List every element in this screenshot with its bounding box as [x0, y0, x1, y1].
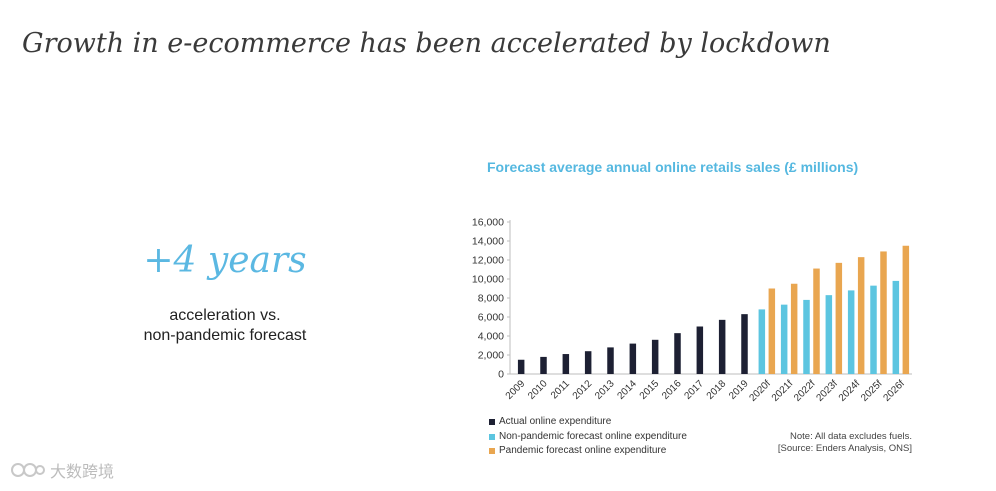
bar-actual	[562, 354, 570, 374]
bar-pandemic	[768, 288, 776, 374]
x-tick-label: 2016	[660, 378, 684, 402]
bar-actual	[517, 359, 525, 374]
bar-actual	[540, 356, 547, 374]
bar-pandemic	[902, 245, 910, 374]
bar-actual	[674, 333, 681, 374]
legend-swatch-non-pandemic	[489, 433, 495, 440]
bar-actual	[651, 339, 659, 374]
legend-item-actual: Actual online expenditure	[489, 415, 687, 430]
chart-note: Note: All data excludes fuels. [Source: …	[778, 431, 912, 455]
bar-non-pandemic	[758, 309, 766, 374]
x-tick-label: 2021f	[770, 378, 796, 404]
bar-non-pandemic	[825, 295, 833, 374]
bar-pandemic	[835, 262, 843, 374]
legend-label-non-pandemic: Non-pandemic forecast online expenditure	[499, 430, 687, 442]
bar-non-pandemic	[847, 290, 855, 374]
sales-bar-chart: 0 2,000 4,000 6,000 8,000 10,000 12,000 14,000 1…	[472, 217, 912, 404]
x-tick-label: 2025f	[859, 378, 885, 404]
chart-legend: Actual online expenditure Non-pandemic f…	[489, 415, 687, 459]
legend-label-actual: Actual online expenditure	[499, 416, 612, 427]
y-tick-label: 14,000	[472, 236, 504, 248]
legend-swatch-actual	[489, 419, 495, 426]
watermark-text: 大数跨境	[50, 464, 115, 481]
x-tick-label: 2023f	[814, 378, 840, 404]
x-tick-label: 2010	[526, 378, 550, 402]
legend-label-pandemic: Pandemic forecast online expenditure	[499, 445, 667, 456]
bar-pandemic	[790, 283, 798, 374]
legend-item-non-pandemic: Non-pandemic forecast online expenditure	[489, 430, 687, 445]
bar-actual	[629, 343, 637, 374]
y-tick-label: 0	[498, 369, 504, 381]
y-tick-label: 6,000	[478, 312, 504, 324]
x-tick-label: 2012	[571, 378, 595, 402]
bar-pandemic	[857, 257, 865, 374]
stat-caption: acceleration vs. non-pandemic forecast	[40, 306, 410, 346]
bar-actual	[696, 326, 704, 374]
y-tick-label: 2,000	[478, 350, 504, 362]
bar-non-pandemic	[780, 304, 788, 374]
bar-non-pandemic	[870, 285, 877, 374]
y-tick-label: 4,000	[478, 331, 504, 343]
bar-actual	[584, 351, 592, 374]
y-tick-label: 10,000	[472, 274, 504, 286]
chart-title: Forecast average annual online retails s…	[487, 159, 859, 175]
bar-actual	[607, 347, 614, 374]
x-tick-label: 2024f	[837, 378, 863, 404]
bar-non-pandemic	[803, 299, 810, 374]
legend-item-pandemic: Pandemic forecast online expenditure	[489, 444, 687, 459]
stat-caption-line-2: non-pandemic forecast	[143, 327, 307, 344]
x-tick-label: 2019	[727, 378, 751, 402]
legend-swatch-pandemic	[489, 448, 495, 455]
x-tick-label: 2026f	[881, 378, 907, 404]
page-headline: Growth in e-ecommerce has been accelerat…	[22, 28, 831, 59]
watermark: 大数跨境	[10, 458, 114, 482]
x-tick-label: 2009	[504, 378, 528, 402]
watermark-logo-icon	[11, 463, 45, 477]
y-tick-label: 16,000	[472, 217, 504, 229]
note-source: [Source: Enders Analysis, ONS]	[777, 443, 912, 454]
x-tick-label: 2011	[549, 378, 572, 401]
bar-actual	[718, 319, 726, 374]
y-tick-label: 8,000	[478, 293, 504, 305]
x-tick-label: 2014	[615, 378, 639, 402]
x-tick-label: 2017	[682, 378, 706, 402]
acceleration-stat: +4 years	[143, 240, 307, 281]
bar-pandemic	[880, 251, 887, 374]
note-line-1: Note: All data excludes fuels.	[790, 431, 912, 442]
x-tick-label: 2022f	[792, 378, 818, 404]
bar-non-pandemic	[892, 280, 900, 374]
x-tick-label: 2015	[638, 378, 662, 402]
x-tick-label: 2018	[705, 378, 729, 402]
x-tick-label: 2013	[593, 378, 617, 402]
bar-actual	[741, 314, 748, 374]
y-tick-label: 12,000	[472, 255, 504, 267]
stat-caption-line-1: acceleration vs.	[169, 307, 281, 324]
x-tick-label: 2020f	[747, 378, 773, 404]
bar-pandemic	[813, 268, 820, 374]
